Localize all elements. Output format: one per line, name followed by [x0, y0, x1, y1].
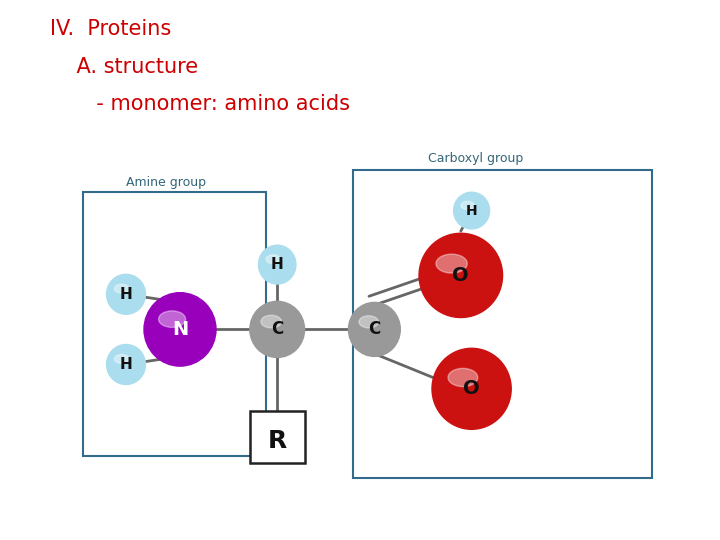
Ellipse shape: [448, 368, 478, 387]
Ellipse shape: [158, 311, 186, 327]
Text: O: O: [452, 266, 469, 285]
Ellipse shape: [419, 233, 503, 318]
Ellipse shape: [266, 255, 280, 264]
FancyBboxPatch shape: [250, 411, 305, 463]
Text: Carboxyl group: Carboxyl group: [428, 152, 523, 165]
Ellipse shape: [359, 316, 379, 328]
Ellipse shape: [114, 284, 129, 293]
Ellipse shape: [432, 348, 511, 429]
Ellipse shape: [250, 301, 305, 357]
Ellipse shape: [144, 293, 216, 366]
Text: N: N: [172, 320, 188, 339]
Ellipse shape: [107, 274, 145, 314]
Text: C: C: [368, 320, 381, 339]
Text: A. structure: A. structure: [50, 57, 199, 77]
Text: H: H: [466, 204, 477, 218]
Ellipse shape: [107, 345, 145, 384]
Ellipse shape: [436, 254, 467, 273]
Text: O: O: [463, 379, 480, 399]
Text: H: H: [120, 357, 132, 372]
Text: H: H: [271, 257, 284, 272]
Ellipse shape: [461, 201, 474, 210]
Ellipse shape: [454, 192, 490, 229]
Ellipse shape: [261, 315, 282, 328]
Ellipse shape: [348, 302, 400, 356]
Text: H: H: [120, 287, 132, 302]
Text: IV.  Proteins: IV. Proteins: [50, 19, 171, 39]
Text: Amine group: Amine group: [126, 176, 206, 189]
Text: R: R: [268, 429, 287, 453]
Text: - monomer: amino acids: - monomer: amino acids: [50, 94, 351, 114]
Ellipse shape: [258, 245, 296, 284]
Ellipse shape: [114, 354, 129, 363]
Text: C: C: [271, 320, 284, 339]
